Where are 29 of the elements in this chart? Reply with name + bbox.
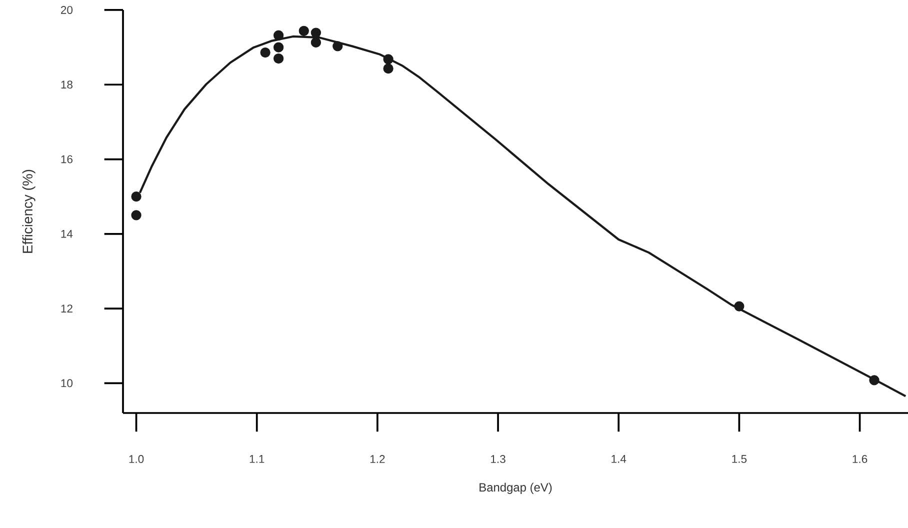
x-axis-title: Bandgap (eV) [480, 482, 552, 494]
point [131, 210, 142, 220]
y-tick-label: 10 [61, 379, 73, 388]
y-axis-title: Efficiency (%) [22, 170, 36, 253]
point [273, 42, 284, 52]
y-tick-label: 18 [61, 80, 72, 89]
point [332, 41, 343, 52]
point [383, 64, 394, 74]
x-tick-label: 1.0 [129, 455, 144, 464]
point [869, 375, 880, 386]
point [383, 54, 394, 64]
x-tick-label: 1.4 [612, 455, 626, 463]
y-tick-label: 14 [61, 230, 73, 238]
x-tick-label: 1.1 [250, 455, 264, 463]
y-tick-label: 20 [60, 6, 73, 14]
x-tick-label: 1.3 [491, 455, 506, 464]
x-tick-label: 1.2 [370, 455, 385, 463]
point [298, 26, 309, 36]
point [273, 30, 284, 40]
point [734, 301, 744, 312]
point [131, 192, 142, 202]
point [260, 47, 270, 58]
point [310, 28, 322, 38]
point [310, 37, 322, 48]
x-tick-label: 1.6 [852, 455, 868, 464]
point [273, 53, 284, 64]
y-tick-label: 12 [61, 304, 72, 312]
x-tick-label: 1.5 [732, 455, 747, 463]
y-tick-label: 16 [61, 155, 72, 164]
